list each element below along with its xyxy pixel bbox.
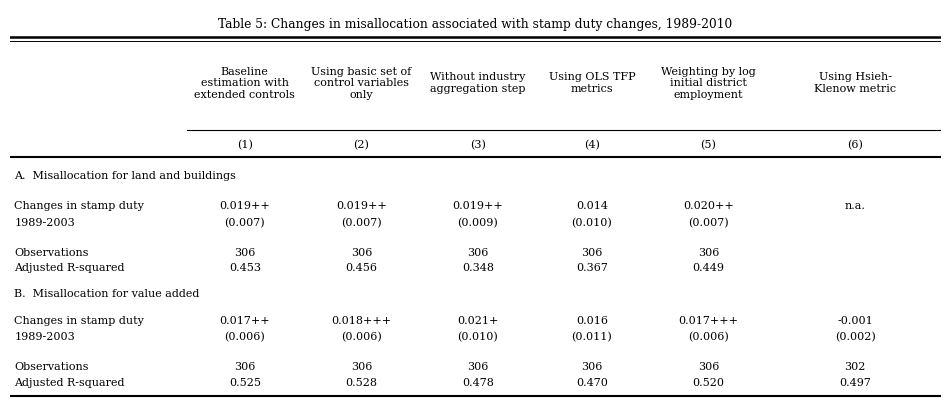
Text: n.a.: n.a. xyxy=(844,201,865,211)
Text: 0.348: 0.348 xyxy=(462,263,494,273)
Text: 306: 306 xyxy=(467,362,489,372)
Text: 0.017++: 0.017++ xyxy=(220,316,270,326)
Text: (0.010): (0.010) xyxy=(572,218,612,229)
Text: (6): (6) xyxy=(847,140,864,151)
Text: 0.528: 0.528 xyxy=(345,378,378,388)
Text: 0.019++: 0.019++ xyxy=(220,201,270,211)
Text: 0.525: 0.525 xyxy=(229,378,261,388)
Text: Changes in stamp duty: Changes in stamp duty xyxy=(14,201,144,211)
Text: (0.009): (0.009) xyxy=(457,218,498,229)
Text: A.  Misallocation for land and buildings: A. Misallocation for land and buildings xyxy=(14,171,236,181)
Text: 1989-2003: 1989-2003 xyxy=(14,332,75,343)
Text: 306: 306 xyxy=(581,362,603,372)
Text: (0.002): (0.002) xyxy=(835,332,876,343)
Text: Adjusted R-squared: Adjusted R-squared xyxy=(14,378,125,388)
Text: 0.520: 0.520 xyxy=(692,378,725,388)
Text: 0.478: 0.478 xyxy=(462,378,494,388)
Text: 0.449: 0.449 xyxy=(692,263,725,273)
Text: (0.010): (0.010) xyxy=(457,332,498,343)
Text: 0.018+++: 0.018+++ xyxy=(331,316,392,326)
Text: 302: 302 xyxy=(844,362,866,372)
Text: Table 5: Changes in misallocation associated with stamp duty changes, 1989-2010: Table 5: Changes in misallocation associ… xyxy=(219,18,732,31)
Text: Adjusted R-squared: Adjusted R-squared xyxy=(14,263,125,273)
Text: 0.367: 0.367 xyxy=(576,263,608,273)
Text: 0.456: 0.456 xyxy=(345,263,378,273)
Text: (4): (4) xyxy=(584,140,600,151)
Text: 306: 306 xyxy=(698,362,719,372)
Text: 0.016: 0.016 xyxy=(576,316,608,326)
Text: 0.020++: 0.020++ xyxy=(683,201,734,211)
Text: 306: 306 xyxy=(581,248,603,259)
Text: 0.019++: 0.019++ xyxy=(453,201,503,211)
Text: 0.017+++: 0.017+++ xyxy=(678,316,739,326)
Text: Baseline
estimation with
extended controls: Baseline estimation with extended contro… xyxy=(194,67,295,100)
Text: 306: 306 xyxy=(698,248,719,259)
Text: (3): (3) xyxy=(470,140,486,151)
Text: Observations: Observations xyxy=(14,362,88,372)
Text: (0.007): (0.007) xyxy=(341,218,381,229)
Text: 0.497: 0.497 xyxy=(840,378,871,388)
Text: (0.007): (0.007) xyxy=(689,218,728,229)
Text: 306: 306 xyxy=(351,248,372,259)
Text: 0.014: 0.014 xyxy=(576,201,608,211)
Text: 0.021+: 0.021+ xyxy=(457,316,498,326)
Text: -0.001: -0.001 xyxy=(838,316,873,326)
Text: Using OLS TFP
metrics: Using OLS TFP metrics xyxy=(549,72,635,94)
Text: 306: 306 xyxy=(467,248,489,259)
Text: Without industry
aggregation step: Without industry aggregation step xyxy=(430,72,526,94)
Text: Weighting by log
initial district
employment: Weighting by log initial district employ… xyxy=(661,67,756,100)
Text: (0.006): (0.006) xyxy=(341,332,381,343)
Text: (0.006): (0.006) xyxy=(689,332,728,343)
Text: (0.007): (0.007) xyxy=(224,218,265,229)
Text: 0.019++: 0.019++ xyxy=(336,201,387,211)
Text: Changes in stamp duty: Changes in stamp duty xyxy=(14,316,144,326)
Text: (0.006): (0.006) xyxy=(224,332,265,343)
Text: 306: 306 xyxy=(351,362,372,372)
Text: 0.453: 0.453 xyxy=(229,263,261,273)
Text: Using basic set of
control variables
only: Using basic set of control variables onl… xyxy=(311,67,412,100)
Text: 0.470: 0.470 xyxy=(576,378,608,388)
Text: Observations: Observations xyxy=(14,248,88,259)
Text: (5): (5) xyxy=(701,140,716,151)
Text: B.  Misallocation for value added: B. Misallocation for value added xyxy=(14,289,200,299)
Text: (2): (2) xyxy=(354,140,369,151)
Text: (0.011): (0.011) xyxy=(572,332,612,343)
Text: 306: 306 xyxy=(234,362,256,372)
Text: 306: 306 xyxy=(234,248,256,259)
Text: Using Hsieh-
Klenow metric: Using Hsieh- Klenow metric xyxy=(814,72,897,94)
Text: (1): (1) xyxy=(237,140,253,151)
Text: 1989-2003: 1989-2003 xyxy=(14,219,75,228)
